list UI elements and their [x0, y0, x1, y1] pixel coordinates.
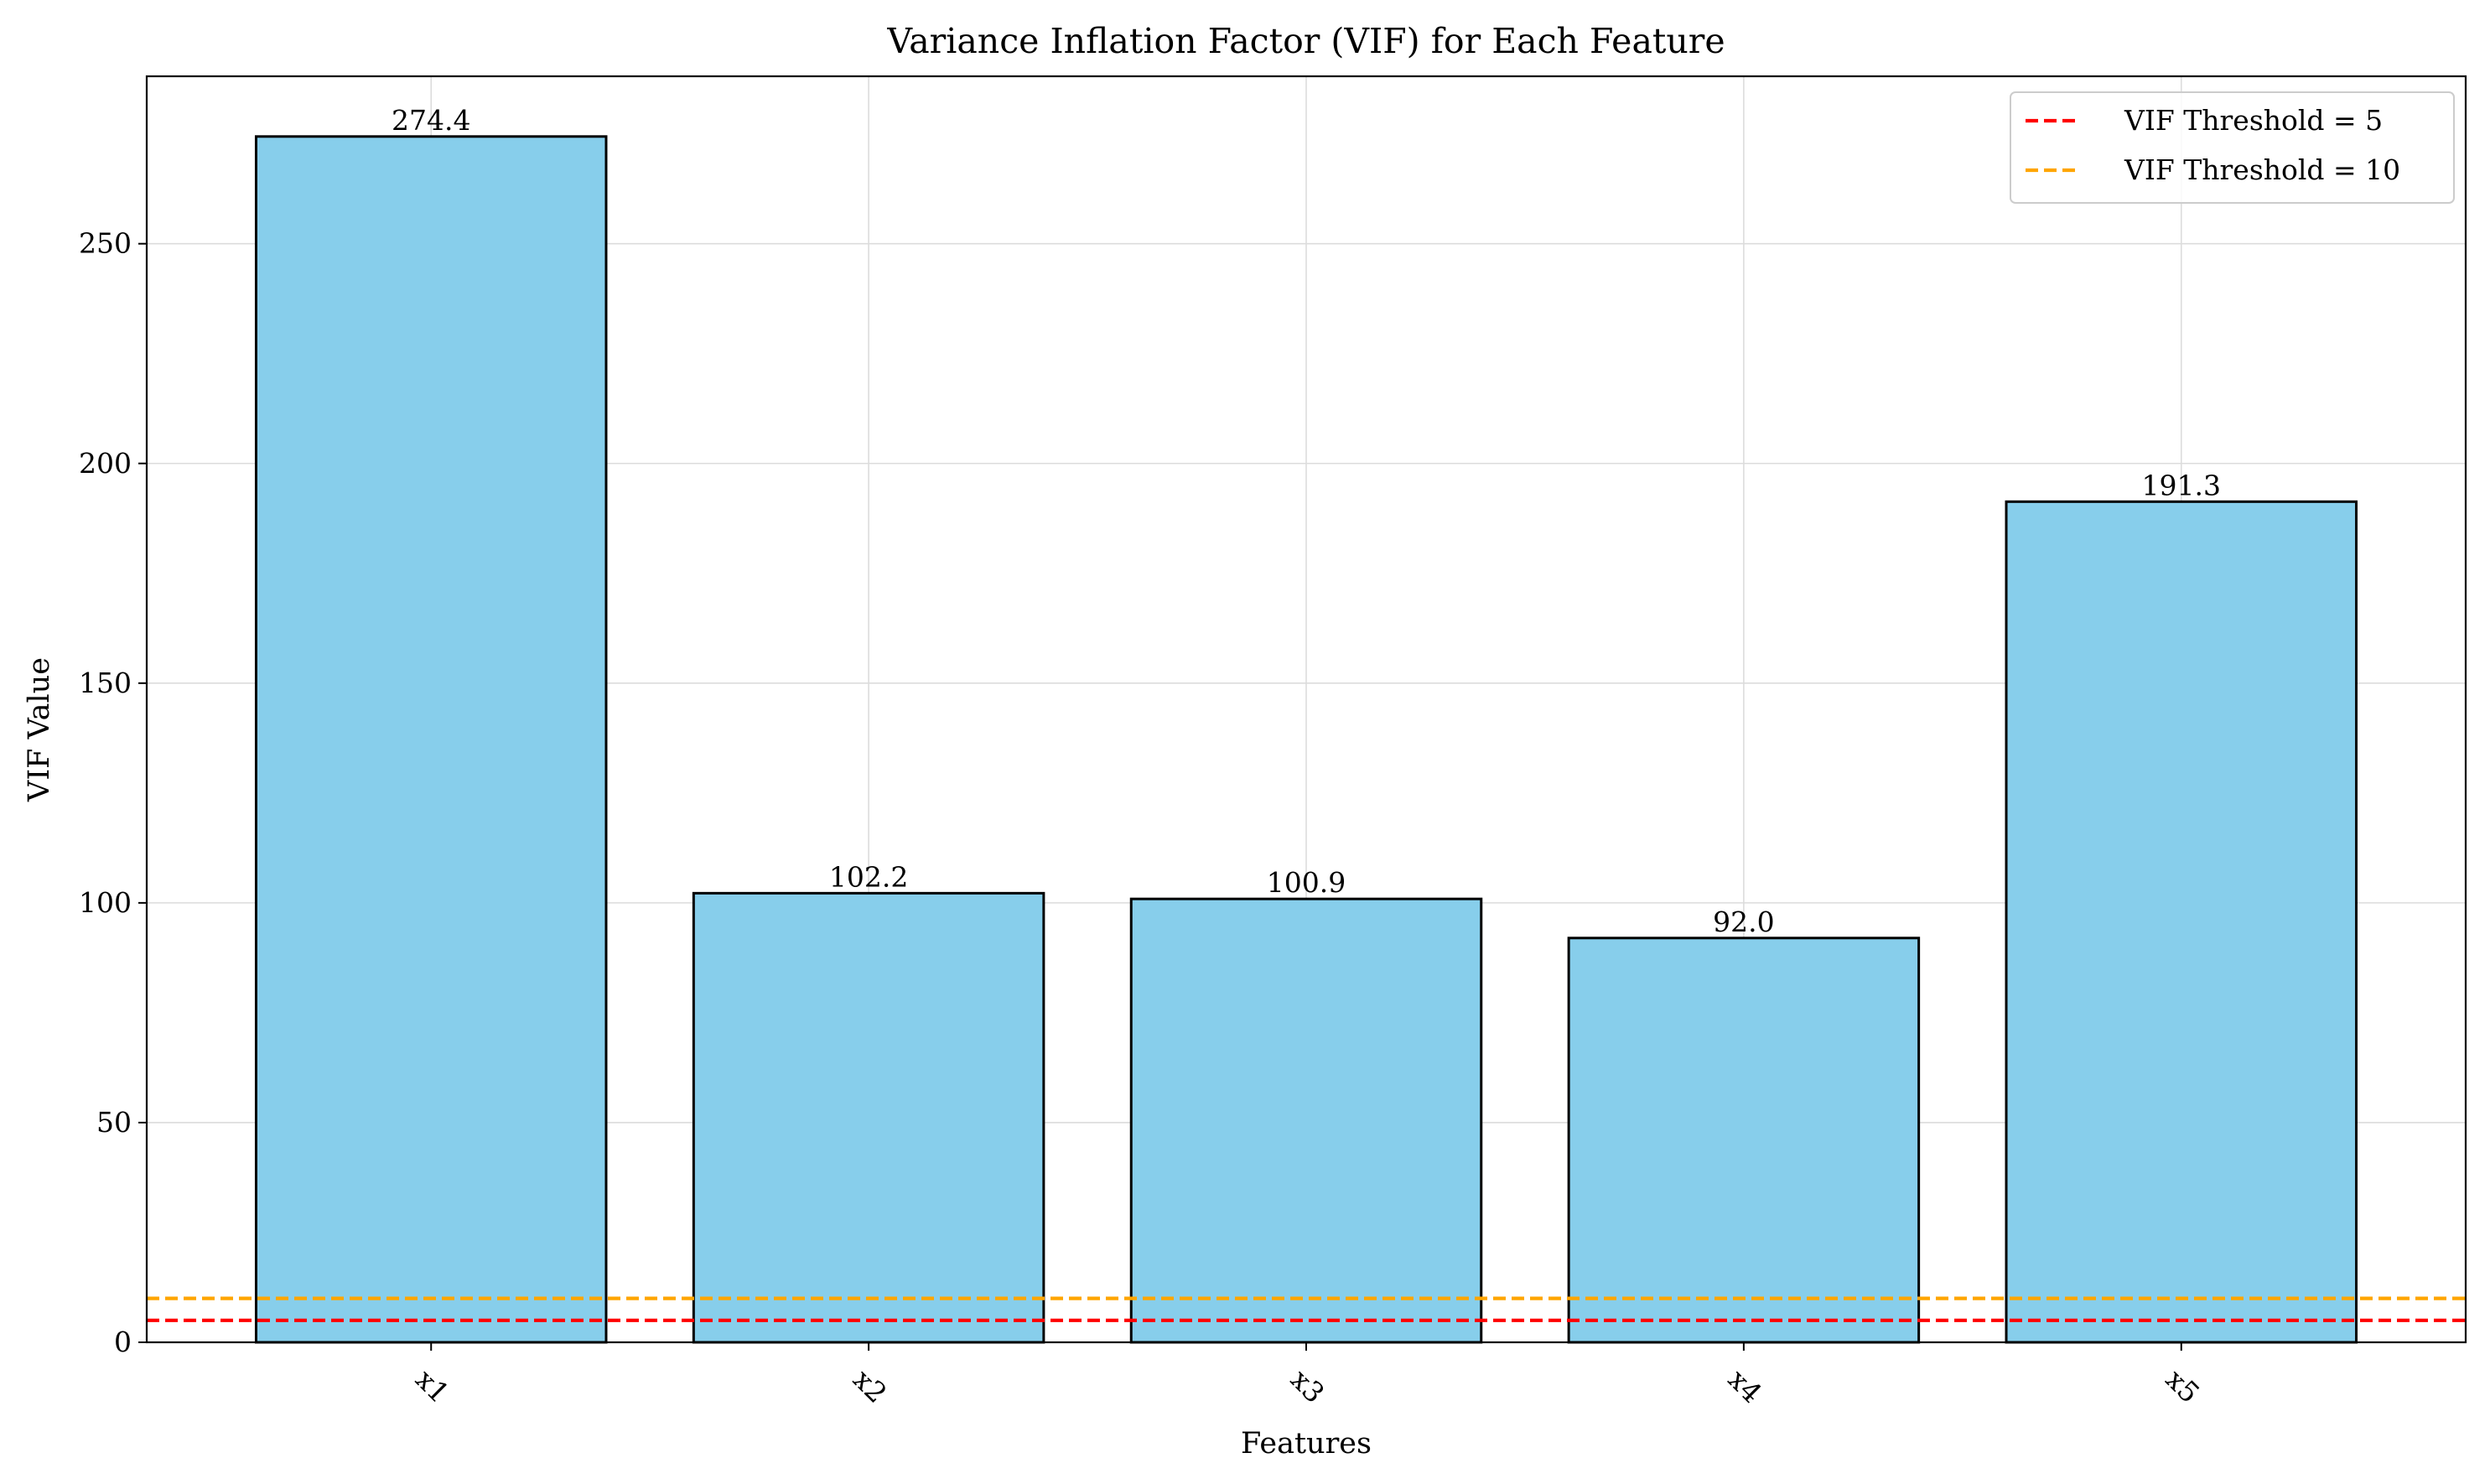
- x-tick-label-x4: x4: [1722, 1362, 1769, 1409]
- bar-x4: [1567, 937, 1921, 1344]
- x-tick-label-x2: x2: [847, 1362, 894, 1409]
- legend: VIF Threshold = 5 VIF Threshold = 10: [2010, 91, 2455, 204]
- y-tick-label: 250: [79, 227, 132, 260]
- bar-value-label-x4: 92.0: [1713, 905, 1774, 938]
- bar-x5: [2005, 500, 2358, 1344]
- legend-box: [2010, 91, 2455, 204]
- chart-title: Variance Inflation Factor (VIF) for Each…: [886, 21, 1725, 61]
- y-tick-label: 0: [114, 1326, 132, 1358]
- y-tick-label: 150: [79, 667, 132, 699]
- y-axis-label: VIF Value: [23, 657, 56, 802]
- bars: [254, 135, 2358, 1344]
- bar-value-label-x2: 102.2: [829, 860, 908, 893]
- bar-x1: [254, 135, 608, 1344]
- y-tick-label: 50: [96, 1106, 132, 1139]
- bar-value-label-x1: 274.4: [392, 104, 470, 137]
- legend-entry-label: VIF Threshold = 10: [2124, 153, 2400, 186]
- bar-x2: [692, 891, 1045, 1344]
- x-tick-label-x3: x3: [1284, 1362, 1331, 1409]
- legend-entry-label: VIF Threshold = 5: [2124, 104, 2383, 137]
- bar-x3: [1129, 897, 1483, 1344]
- x-axis-label: Features: [1241, 1427, 1372, 1461]
- bar-value-label-x3: 100.9: [1267, 866, 1346, 899]
- y-tick-label: 100: [79, 886, 132, 919]
- bar-value-labels: 274.4 102.2 100.9 92.0 191.3: [392, 104, 2221, 938]
- x-tick-label-x5: x5: [2160, 1362, 2207, 1409]
- bar-value-label-x5: 191.3: [2142, 469, 2221, 501]
- y-tick-label: 200: [79, 447, 132, 480]
- x-tick-label-x1: x1: [409, 1362, 456, 1409]
